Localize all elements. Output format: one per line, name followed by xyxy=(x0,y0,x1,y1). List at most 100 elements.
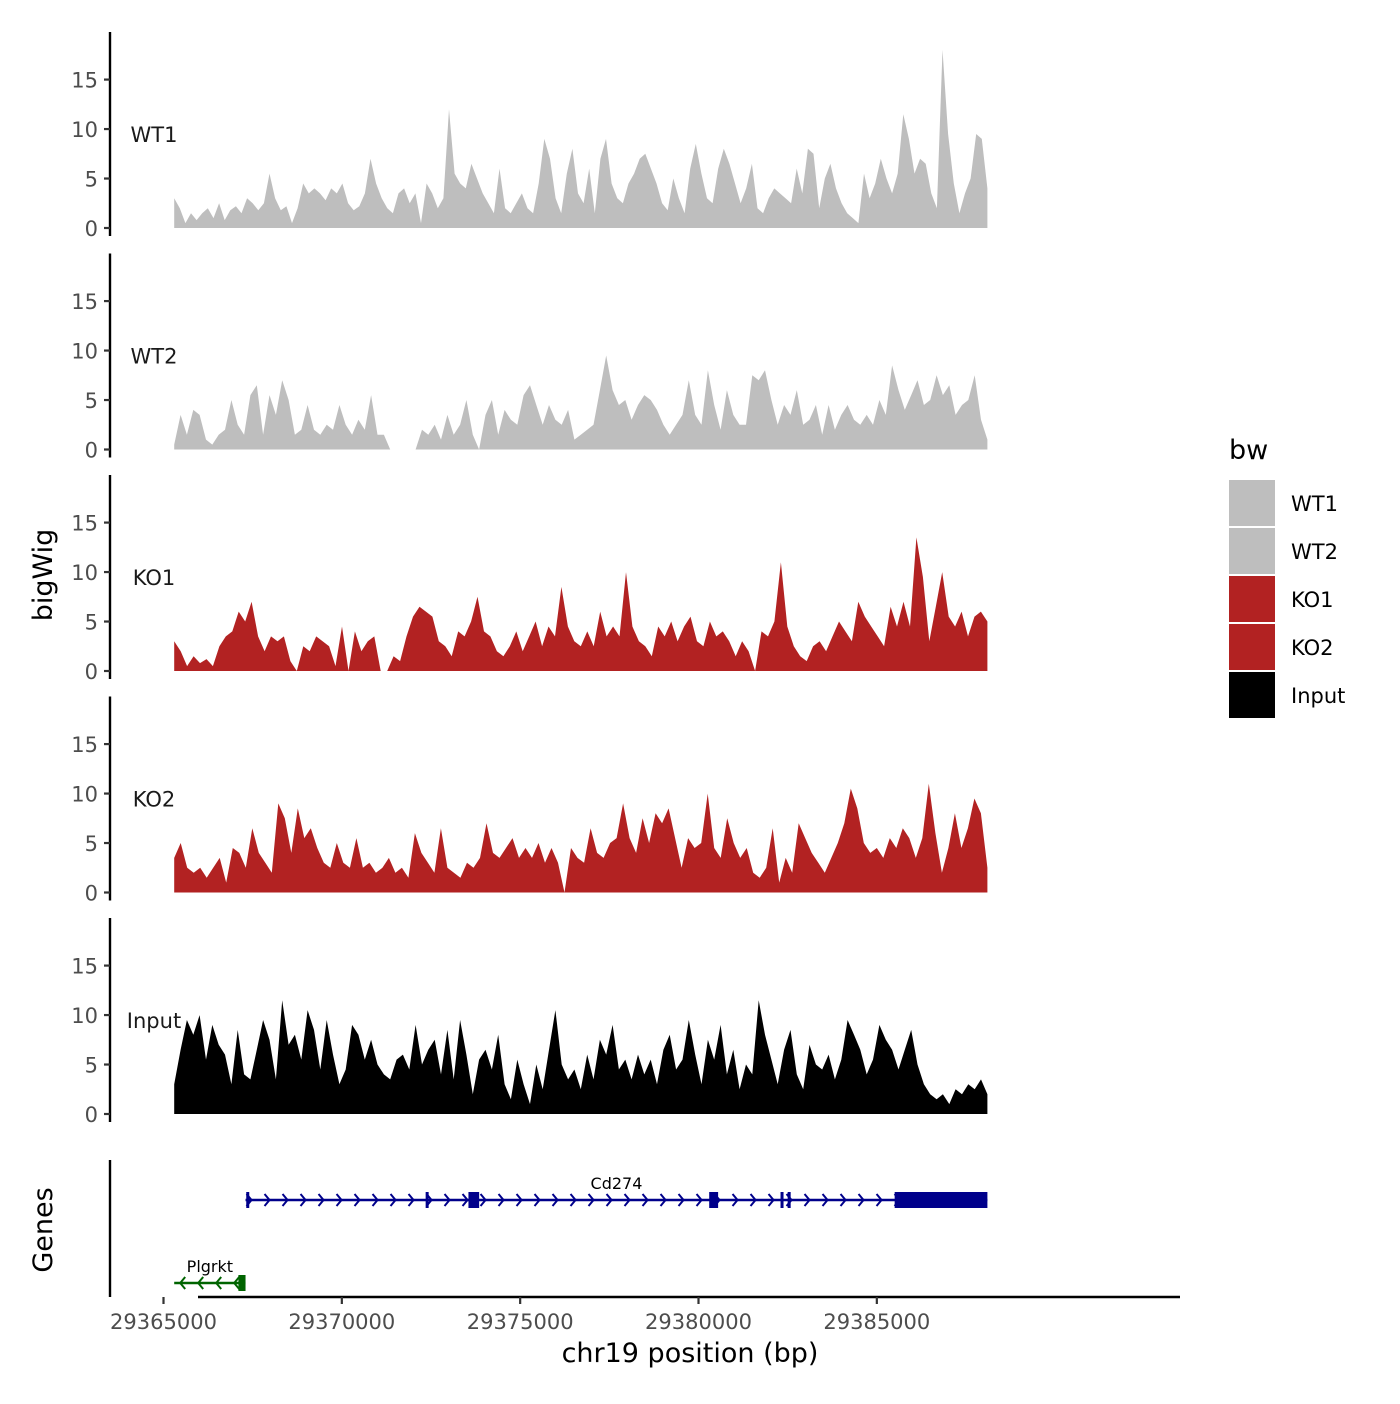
y-tick-label: 5 xyxy=(85,389,98,413)
strand-arrow xyxy=(587,1193,595,1207)
y-tick-10: 10 xyxy=(71,340,110,364)
gene-label-cd274: Cd274 xyxy=(591,1174,643,1193)
exon-block xyxy=(246,1192,250,1208)
strand-arrow xyxy=(821,1193,829,1207)
legend-entry-ko1: KO1 xyxy=(1229,576,1334,622)
y-tick-10: 10 xyxy=(71,118,110,142)
y-tick-10: 10 xyxy=(71,783,110,807)
legend-entry-wt1: WT1 xyxy=(1229,480,1338,526)
x-tick-label: 29385000 xyxy=(823,1310,930,1334)
track-wt2: 0 5 10 15 WT2 xyxy=(71,253,988,463)
y-tick-15: 15 xyxy=(71,512,110,536)
x-tick-29385000: 29385000 xyxy=(823,1297,930,1334)
y-tick-10: 10 xyxy=(71,561,110,585)
x-tick-29370000: 29370000 xyxy=(288,1297,395,1334)
strand-arrow xyxy=(317,1193,325,1207)
gene-cd274: Cd274 xyxy=(245,1174,988,1208)
gene-label-plgrkt: Plgrkt xyxy=(187,1257,233,1276)
track-input: 0 5 10 15 Input xyxy=(71,918,988,1127)
track-ko1: 0 5 10 15 KO1 xyxy=(71,475,988,684)
y-tick-15: 15 xyxy=(71,69,110,93)
track-label-wt2: WT2 xyxy=(131,345,178,369)
strand-arrow xyxy=(569,1193,577,1207)
strand-arrow xyxy=(641,1193,649,1207)
strand-arrow xyxy=(857,1193,865,1207)
track-label-wt1: WT1 xyxy=(131,123,178,147)
strand-arrow xyxy=(178,1276,186,1290)
x-tick-29380000: 29380000 xyxy=(645,1297,752,1334)
y-tick-0: 0 xyxy=(85,439,110,463)
legend-entry-ko2: KO2 xyxy=(1229,624,1334,670)
strand-arrow xyxy=(353,1193,361,1207)
y-tick-10: 10 xyxy=(71,1004,110,1028)
coverage-area-ko1 xyxy=(174,537,988,671)
y-tick-label: 10 xyxy=(71,340,98,364)
y-tick-5: 5 xyxy=(85,389,110,413)
strand-arrow xyxy=(659,1193,667,1207)
strand-arrow xyxy=(335,1193,343,1207)
legend-entry-wt2: WT2 xyxy=(1229,528,1338,574)
y-tick-label: 0 xyxy=(85,217,98,241)
y-tick-5: 5 xyxy=(85,611,110,635)
legend-swatch xyxy=(1229,528,1275,574)
y-tick-label: 5 xyxy=(85,832,98,856)
exon-block xyxy=(238,1275,246,1291)
strand-arrow xyxy=(389,1193,397,1207)
y-tick-0: 0 xyxy=(85,1103,110,1127)
strand-arrow xyxy=(214,1276,222,1290)
y-tick-label: 0 xyxy=(85,882,98,906)
y-tick-label: 15 xyxy=(71,290,98,314)
strand-arrow xyxy=(749,1193,757,1207)
exon-block xyxy=(894,1192,988,1208)
legend-swatch xyxy=(1229,624,1275,670)
legend: bw WT1 WT2 KO1 KO2 Input xyxy=(1229,435,1345,718)
strand-arrow xyxy=(515,1193,523,1207)
exon-block xyxy=(787,1192,791,1208)
exon-block xyxy=(709,1192,719,1208)
strand-arrow xyxy=(232,1276,240,1290)
legend-label: WT1 xyxy=(1291,492,1338,516)
x-tick-label: 29375000 xyxy=(467,1310,574,1334)
strand-arrow xyxy=(731,1193,739,1207)
strand-arrow xyxy=(443,1193,451,1207)
y-tick-5: 5 xyxy=(85,1054,110,1078)
y-tick-5: 5 xyxy=(85,832,110,856)
strand-arrow xyxy=(623,1193,631,1207)
legend-title: bw xyxy=(1229,435,1268,466)
y-tick-5: 5 xyxy=(85,168,110,192)
track-ko2: 0 5 10 15 KO2 xyxy=(71,696,988,906)
strand-arrow xyxy=(281,1193,289,1207)
coverage-area-wt2 xyxy=(174,355,988,450)
legend-swatch xyxy=(1229,480,1275,526)
y-tick-label: 5 xyxy=(85,168,98,192)
x-axis: 29365000 29370000 29375000 29380000 29385000 xyxy=(110,1295,1180,1334)
y-tick-15: 15 xyxy=(71,290,110,314)
strand-arrow xyxy=(407,1193,415,1207)
strand-arrow xyxy=(875,1193,883,1207)
exon-block xyxy=(468,1192,480,1208)
strand-arrow xyxy=(695,1193,703,1207)
legend-swatch xyxy=(1229,576,1275,622)
strand-arrow xyxy=(371,1193,379,1207)
y-tick-label: 0 xyxy=(85,439,98,463)
coverage-area-wt1 xyxy=(174,49,988,229)
exon-block xyxy=(780,1192,784,1208)
strand-arrow xyxy=(839,1193,847,1207)
track-label-ko1: KO1 xyxy=(133,566,176,590)
x-tick-label: 29380000 xyxy=(645,1310,752,1334)
y-tick-0: 0 xyxy=(85,882,110,906)
strand-arrow xyxy=(677,1193,685,1207)
coverage-area-input xyxy=(174,1000,988,1114)
track-wt1: 0 5 10 15 WT1 xyxy=(71,32,988,241)
x-tick-29365000: 29365000 xyxy=(110,1297,217,1334)
x-tick-label: 29370000 xyxy=(288,1310,395,1334)
strand-arrow xyxy=(299,1193,307,1207)
exon-block xyxy=(425,1192,429,1208)
strand-arrow xyxy=(767,1193,775,1207)
y-tick-label: 10 xyxy=(71,118,98,142)
y-tick-label: 5 xyxy=(85,611,98,635)
track-label-ko2: KO2 xyxy=(133,788,176,812)
x-tick-label: 29365000 xyxy=(110,1310,217,1334)
